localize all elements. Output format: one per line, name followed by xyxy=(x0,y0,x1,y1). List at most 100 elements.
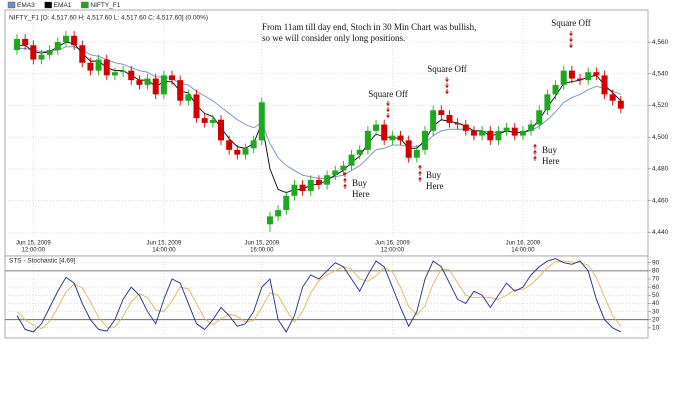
candle-body xyxy=(307,179,314,192)
candle-body xyxy=(430,110,437,131)
x-tick-label: Jun 15, 2009 xyxy=(147,241,182,247)
y-tick-label: 10 xyxy=(652,325,660,332)
candle-body xyxy=(14,38,20,51)
candle-body xyxy=(79,45,86,63)
annotation: Square Off xyxy=(368,89,408,99)
candle-body xyxy=(111,72,118,76)
candle-body xyxy=(38,54,45,60)
arrow-head xyxy=(445,79,449,82)
annotation: Square Off xyxy=(551,18,591,28)
arrow-head xyxy=(445,85,449,88)
candle-body xyxy=(470,130,477,136)
candle-body xyxy=(503,127,510,131)
candle-body xyxy=(356,149,363,155)
y-tick-label: 50 xyxy=(652,292,660,299)
candle-body xyxy=(348,154,355,166)
arrow-head xyxy=(386,109,390,112)
legend-swatch xyxy=(81,1,89,9)
candle-body xyxy=(568,70,575,79)
arrow-head xyxy=(569,39,573,42)
price-panel xyxy=(4,9,649,257)
candle-body xyxy=(381,124,388,141)
candle-body xyxy=(528,124,535,131)
candle-body xyxy=(177,80,184,101)
candle-body xyxy=(462,124,469,131)
candle-body xyxy=(258,102,265,141)
candle-body xyxy=(226,140,233,150)
price-header: NIFTY_F1 [O: 4,517.60 H: 4,517.60 L: 4,5… xyxy=(9,15,208,22)
candle-body xyxy=(242,148,249,155)
candle-body xyxy=(193,94,200,119)
candle-body xyxy=(250,140,257,149)
candle-body xyxy=(413,149,420,158)
candle-body xyxy=(234,149,241,155)
candle-body xyxy=(577,78,584,81)
candle-body xyxy=(389,135,396,141)
stochastic-line xyxy=(16,258,622,333)
candle-body xyxy=(609,94,616,101)
arrow-head xyxy=(386,115,390,118)
y-tick-label: 90 xyxy=(652,259,660,266)
arrow-head xyxy=(533,150,537,153)
y-tick-label: 30 xyxy=(652,308,660,315)
candle-body xyxy=(422,130,428,150)
annotation: Buy Here xyxy=(542,145,560,166)
arrow-head xyxy=(533,144,537,147)
y-tick-label: 4,460 xyxy=(652,197,669,204)
candle-body xyxy=(46,50,53,55)
y-tick-label: 20 xyxy=(652,316,660,323)
candle-body xyxy=(560,70,567,85)
arrow-head xyxy=(533,156,537,159)
x-tick-label: 12:00:00 xyxy=(22,248,46,254)
candle-body xyxy=(601,75,608,95)
arrow-head xyxy=(569,33,573,36)
candle-body xyxy=(519,130,526,136)
candle-body xyxy=(283,195,290,211)
candle-body xyxy=(487,130,494,141)
arrow-head xyxy=(418,171,422,174)
stochastic-panel xyxy=(4,255,649,339)
candle-body xyxy=(373,124,380,131)
candle-body xyxy=(128,70,135,81)
arrow-head xyxy=(418,165,422,168)
candle-body xyxy=(315,179,322,185)
annotation: From 11am till day end, Stoch in 30 Min … xyxy=(262,22,477,43)
candle-body xyxy=(275,210,282,217)
candle-body xyxy=(185,94,192,101)
x-tick-label: 14:00:00 xyxy=(152,248,176,254)
y-tick-label: 4,500 xyxy=(652,134,669,141)
candle-body xyxy=(22,38,29,46)
candle-body xyxy=(266,216,273,225)
candle-body xyxy=(536,110,543,125)
annotation: Buy Here xyxy=(352,178,370,199)
arrow-head xyxy=(343,184,347,187)
y-tick-label: 4,520 xyxy=(652,102,669,109)
arrow-head xyxy=(569,45,573,48)
candle-body xyxy=(454,122,461,125)
arrow-head xyxy=(445,91,449,94)
y-tick-label: 4,540 xyxy=(652,71,669,78)
x-tick-label: Jun 16, 2009 xyxy=(375,241,410,247)
candle-body xyxy=(136,80,143,85)
candle-body xyxy=(201,118,208,123)
candle-body xyxy=(438,110,445,115)
candle-body xyxy=(95,59,102,71)
candle-body xyxy=(144,78,151,85)
candle-body xyxy=(544,94,551,111)
x-tick-label: 16:00:00 xyxy=(250,248,274,254)
candle-body xyxy=(120,70,127,73)
x-tick-label: 14:00:00 xyxy=(511,248,535,254)
y-tick-label: 40 xyxy=(652,300,660,307)
legend-label: EMA1 xyxy=(54,2,72,9)
arrow-head xyxy=(343,178,347,181)
candle-body xyxy=(397,135,404,141)
candle-body xyxy=(152,78,159,95)
stochastic-title: STS - Stochastic [4,69] xyxy=(9,258,76,265)
arrow-head xyxy=(418,177,422,180)
candle-body xyxy=(332,170,339,176)
candle-body xyxy=(405,140,412,158)
candle-body xyxy=(30,45,37,60)
candle-body xyxy=(209,119,216,123)
candle-body xyxy=(87,62,94,71)
